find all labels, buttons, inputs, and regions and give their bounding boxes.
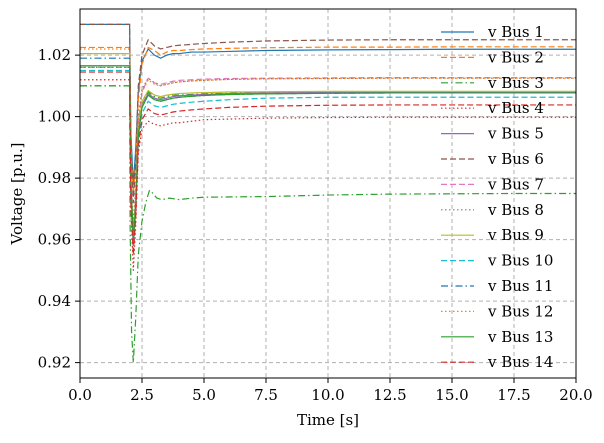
legend-label: v Bus 11 bbox=[487, 277, 553, 295]
grid bbox=[79, 9, 577, 378]
series-line-13 bbox=[80, 65, 576, 241]
legend-label: v Bus 2 bbox=[487, 48, 544, 66]
x-tick-label: 10.0 bbox=[311, 386, 344, 404]
series-line-14 bbox=[80, 71, 576, 256]
legend-label: v Bus 3 bbox=[487, 74, 544, 92]
y-tick-label: 1.00 bbox=[38, 108, 71, 126]
series-line-extra bbox=[80, 85, 576, 364]
legend-label: v Bus 5 bbox=[487, 125, 544, 143]
legend-label: v Bus 8 bbox=[487, 201, 544, 219]
series-line-12 bbox=[80, 48, 576, 235]
legend-label: v Bus 12 bbox=[487, 302, 553, 320]
legend-label: v Bus 9 bbox=[487, 226, 544, 244]
series-line-6 bbox=[80, 23, 576, 204]
x-tick-label: 12.5 bbox=[373, 386, 406, 404]
legend: v Bus 1 v Bus 2 v Bus 3 v Bus 4 v Bus 5 v Bus… bbox=[441, 23, 553, 371]
legend-label: v Bus 4 bbox=[487, 99, 544, 117]
x-tick-label: 7.5 bbox=[254, 386, 278, 404]
x-tick-label: 17.5 bbox=[497, 386, 530, 404]
legend-label: v Bus 13 bbox=[487, 328, 553, 346]
y-tick-label: 0.98 bbox=[38, 169, 71, 187]
legend-label: v Bus 14 bbox=[487, 353, 553, 371]
y-tick-label: 1.02 bbox=[38, 46, 71, 64]
legend-label: v Bus 1 bbox=[487, 23, 544, 41]
legend-label: v Bus 10 bbox=[487, 252, 553, 270]
series-line-8 bbox=[80, 66, 576, 225]
x-tick-label: 5.0 bbox=[192, 386, 216, 404]
y-tick-label: 0.96 bbox=[38, 231, 71, 249]
x-tick-label: 2.5 bbox=[130, 386, 154, 404]
y-axis-label: Voltage [p.u.] bbox=[8, 142, 26, 245]
ticks: 0.0 2.5 5.0 7.5 10.0 12.5 15.0 17.5 20.0 0.92 0.94… bbox=[38, 46, 593, 404]
y-tick-label: 0.94 bbox=[38, 292, 71, 310]
series-line-1 bbox=[80, 23, 576, 185]
series-group bbox=[80, 23, 576, 364]
legend-label: v Bus 6 bbox=[487, 150, 544, 168]
y-tick-label: 0.92 bbox=[38, 354, 71, 372]
x-axis-label: Time [s] bbox=[297, 411, 359, 429]
x-tick-label: 15.0 bbox=[435, 386, 468, 404]
legend-label: v Bus 7 bbox=[487, 175, 544, 193]
x-tick-label: 20.0 bbox=[559, 386, 592, 404]
series-line-4 bbox=[80, 79, 576, 271]
x-tick-label: 0.0 bbox=[68, 386, 92, 404]
